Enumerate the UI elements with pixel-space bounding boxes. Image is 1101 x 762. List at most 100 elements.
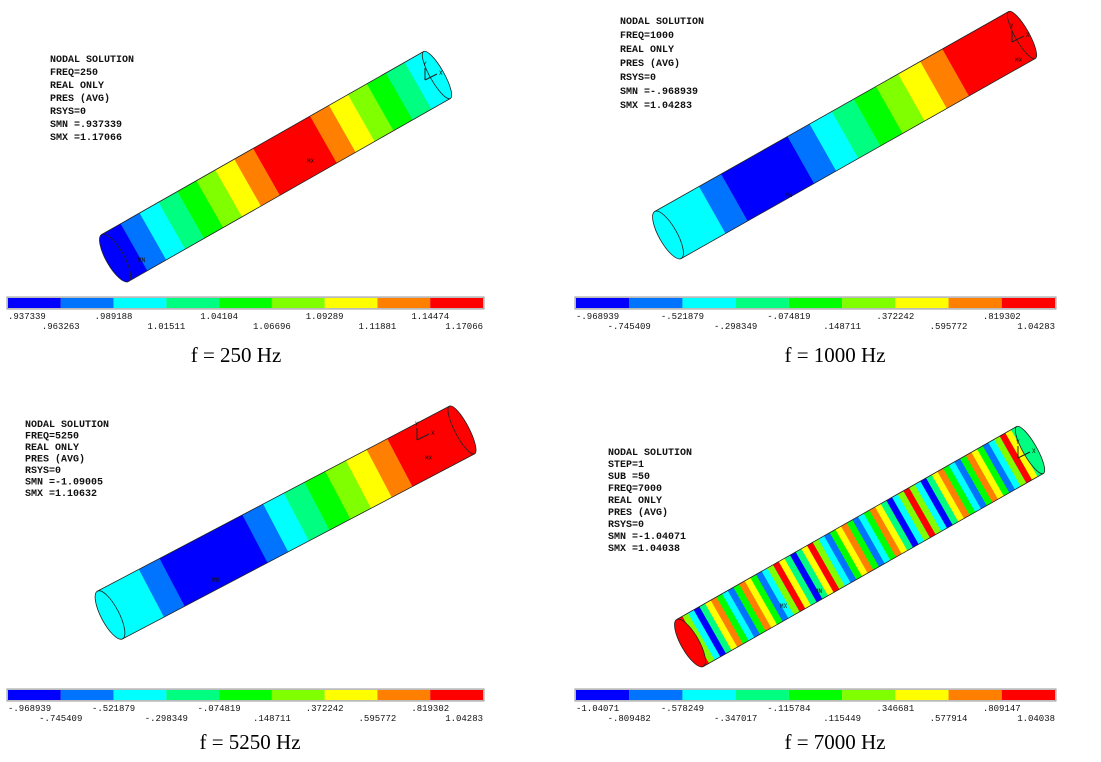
band — [328, 94, 376, 153]
legend-swatch — [430, 298, 483, 308]
band — [366, 72, 413, 131]
band — [960, 455, 993, 506]
band — [291, 115, 338, 174]
band — [824, 532, 857, 583]
info-line: FREQ=250 — [50, 68, 98, 79]
band — [177, 180, 224, 239]
triad-label: Y — [1010, 23, 1014, 30]
legend-swatch — [1001, 690, 1055, 700]
band — [787, 123, 837, 184]
legend-swatch — [166, 690, 220, 700]
band — [875, 503, 908, 554]
band — [158, 191, 205, 250]
triad-label: X — [1032, 448, 1036, 455]
info-line: FREQ=7000 — [608, 484, 662, 495]
outline — [97, 405, 450, 592]
panel: Y X MN MX NODAL SOLUTION FREQ=1000 REAL ONLY PR… — [574, 10, 1057, 367]
band — [964, 23, 1014, 84]
band — [744, 577, 778, 628]
triad-label: X — [1026, 32, 1030, 39]
band — [943, 464, 976, 516]
legend-label: -.298349 — [145, 714, 188, 724]
triad-label: Y — [423, 61, 427, 68]
band — [727, 587, 761, 638]
band — [801, 545, 835, 596]
legend-swatch — [271, 690, 325, 700]
band — [739, 580, 772, 632]
legend-swatch — [8, 298, 61, 308]
legend-label: 1.11881 — [359, 322, 397, 332]
triad-label: Y — [415, 421, 419, 428]
band — [971, 448, 1005, 500]
band — [428, 405, 476, 465]
band — [937, 468, 971, 519]
marker-label: MX — [1015, 57, 1023, 64]
band — [325, 460, 372, 520]
caption: f = 250 Hz — [191, 343, 282, 367]
legend-label: -1.04071 — [576, 704, 619, 714]
legend-swatch — [629, 690, 683, 700]
band — [699, 603, 733, 654]
band — [215, 158, 262, 217]
band — [841, 522, 874, 574]
legend-label: -.809482 — [608, 714, 651, 724]
band — [756, 570, 789, 622]
legend-label: -.745409 — [608, 322, 651, 332]
legend-label: -.968939 — [8, 704, 51, 714]
info-line: REAL ONLY — [620, 45, 674, 56]
info-line: NODAL SOLUTION — [608, 448, 692, 459]
legend-label: -.578249 — [661, 704, 704, 714]
info-line: SMX =1.04038 — [608, 544, 680, 555]
band — [812, 538, 846, 590]
legend-label: .819302 — [983, 312, 1021, 322]
band — [97, 579, 144, 639]
band — [196, 169, 243, 228]
band — [253, 137, 300, 196]
band — [898, 61, 948, 122]
band — [926, 474, 959, 525]
band — [654, 198, 704, 259]
panel: Y X MN MX NODAL SOLUTION FREQ=250 REAL ONLYPRE… — [6, 50, 485, 367]
band — [869, 506, 903, 558]
info-line: REAL ONLY — [50, 81, 104, 92]
band — [716, 593, 750, 644]
marker-label: MN — [785, 192, 793, 199]
info-line: RSYS=0 — [608, 520, 644, 531]
legend-swatch — [735, 690, 789, 700]
legend-label: 1.04283 — [1017, 322, 1055, 332]
info-line: FREQ=5250 — [25, 432, 79, 443]
start-cap — [94, 590, 126, 640]
band — [283, 481, 331, 541]
legend-label: 1.09289 — [306, 312, 344, 322]
outline — [654, 11, 1009, 212]
legend-label: .809147 — [983, 704, 1021, 714]
caption: f = 7000 Hz — [784, 730, 885, 754]
legend-label: -.298349 — [714, 322, 757, 332]
legend-swatch — [842, 690, 896, 700]
band — [909, 484, 942, 535]
legend-swatch — [682, 298, 736, 308]
outline — [128, 98, 451, 282]
marker-label: MN — [138, 257, 146, 264]
legend-label: -.074819 — [767, 312, 810, 322]
band — [994, 435, 1027, 487]
legend-swatch — [788, 690, 843, 700]
legend-swatch — [948, 298, 1002, 308]
legend-label: 1.06696 — [253, 322, 291, 332]
legend-swatch — [113, 298, 167, 308]
band — [846, 519, 880, 570]
outline — [122, 453, 475, 640]
triad-label: Y — [1016, 439, 1020, 446]
info-line: PRES (AVG) — [25, 454, 85, 466]
info-line: SUB =50 — [608, 472, 650, 483]
cylinder — [674, 425, 1046, 668]
band — [387, 427, 434, 487]
band — [693, 606, 727, 657]
band — [988, 439, 1022, 490]
legend-swatch — [948, 690, 1002, 700]
band — [818, 535, 852, 587]
caption: f = 5250 Hz — [199, 730, 300, 754]
legend-swatch — [324, 690, 378, 700]
band — [733, 583, 767, 635]
band — [948, 461, 982, 513]
